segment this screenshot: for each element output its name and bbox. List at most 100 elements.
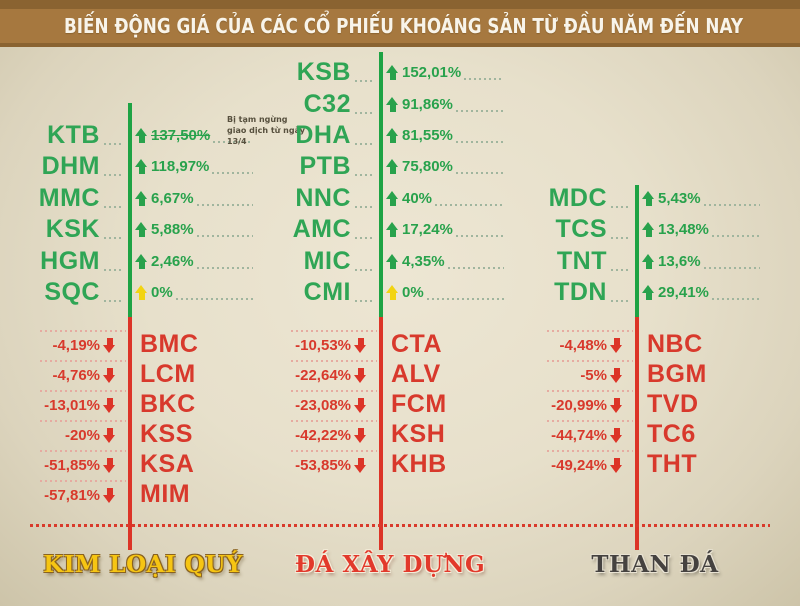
loser-value-row: -42,22% xyxy=(235,424,367,446)
change-value: 13,48% xyxy=(658,220,709,238)
gainer-row: KTB xyxy=(0,120,122,150)
column-axis-gainers xyxy=(635,185,639,317)
dotted-leader xyxy=(104,206,122,208)
ticker-label: THT xyxy=(647,450,698,478)
ticker-label: KSA xyxy=(140,450,195,478)
loser-row: KHB xyxy=(391,449,447,479)
dotted-leader xyxy=(104,143,122,145)
loser-row: KSH xyxy=(391,419,445,449)
down-arrow-icon xyxy=(354,427,367,443)
loser-value-row: -49,24% xyxy=(491,454,623,476)
change-value: 2,46% xyxy=(151,252,194,270)
dotted-leader xyxy=(455,110,504,112)
loser-value-row: -57,81% xyxy=(0,484,116,506)
gainer-row: HGM xyxy=(0,246,122,276)
change-value: 17,24% xyxy=(402,220,453,238)
dotted-leader xyxy=(291,360,377,362)
gainer-value-row: 0% xyxy=(386,279,504,305)
change-value: 40% xyxy=(402,189,433,207)
dotted-leader xyxy=(711,298,760,300)
ticker-label: TVD xyxy=(647,390,699,418)
down-arrow-icon xyxy=(354,337,367,353)
dotted-leader xyxy=(547,330,633,332)
change-value: -23,08% xyxy=(295,396,351,414)
ticker-label: KSH xyxy=(391,420,446,448)
gainer-row: KSB xyxy=(185,57,373,87)
dotted-leader xyxy=(40,330,126,332)
gainer-row: DHA xyxy=(185,120,373,150)
change-value: -44,74% xyxy=(551,426,607,444)
up-arrow-icon xyxy=(642,284,655,300)
ticker-label: AMC xyxy=(292,214,351,243)
gainer-row: KSK xyxy=(0,214,122,244)
dotted-leader xyxy=(711,235,760,237)
change-value: -22,64% xyxy=(295,366,351,384)
down-arrow-icon xyxy=(610,457,623,473)
change-value: -51,85% xyxy=(44,456,100,474)
dotted-leader xyxy=(355,80,373,82)
up-arrow-icon xyxy=(386,158,399,174)
change-value: -20,99% xyxy=(551,396,607,414)
dotted-leader xyxy=(40,390,126,392)
dotted-leader xyxy=(426,298,504,300)
change-value: 0% xyxy=(151,283,173,301)
ticker-label: DHA xyxy=(295,120,351,149)
dotted-leader xyxy=(611,206,629,208)
dotted-leader xyxy=(213,141,253,143)
gainer-row: SQC xyxy=(0,277,122,307)
up-arrow-icon xyxy=(135,221,148,237)
ticker-label: NBC xyxy=(647,330,703,358)
loser-row: TC6 xyxy=(647,419,696,449)
up-arrow-icon xyxy=(386,253,399,269)
dotted-leader xyxy=(547,420,633,422)
up-arrow-icon xyxy=(642,253,655,269)
dotted-leader xyxy=(355,237,373,239)
loser-value-row: -13,01% xyxy=(0,394,116,416)
change-value: -20% xyxy=(64,426,100,444)
gainer-row: MIC xyxy=(185,246,373,276)
dotted-leader xyxy=(196,267,253,269)
change-value: 81,55% xyxy=(402,126,453,144)
loser-value-row: -44,74% xyxy=(491,424,623,446)
up-arrow-icon xyxy=(135,158,148,174)
ticker-label: ALV xyxy=(391,360,441,388)
change-value: -42,22% xyxy=(295,426,351,444)
change-value: 13,6% xyxy=(658,252,701,270)
ticker-label: NNC xyxy=(295,183,351,212)
dotted-leader xyxy=(291,420,377,422)
dotted-leader xyxy=(355,143,373,145)
loser-row: BMC xyxy=(140,329,198,359)
column-axis-losers xyxy=(635,317,639,550)
column-axis-losers xyxy=(128,317,132,550)
dotted-leader xyxy=(547,360,633,362)
down-arrow-icon xyxy=(103,397,116,413)
down-arrow-icon xyxy=(354,367,367,383)
change-value: 91,86% xyxy=(402,95,453,113)
ticker-label: HGM xyxy=(40,246,100,275)
up-arrow-icon xyxy=(642,190,655,206)
dotted-leader xyxy=(455,172,504,174)
page-title: BIẾN ĐỘNG GIÁ CỦA CÁC CỔ PHIẾU KHOÁNG SẢ… xyxy=(64,14,744,38)
up-arrow-icon xyxy=(386,64,399,80)
gainer-value-row: 75,80% xyxy=(386,153,504,179)
ticker-label: KSB xyxy=(296,57,351,86)
down-arrow-icon xyxy=(103,427,116,443)
dotted-leader xyxy=(435,204,504,206)
dotted-leader xyxy=(196,235,253,237)
down-arrow-icon xyxy=(103,337,116,353)
dotted-leader xyxy=(104,300,122,302)
change-value: 137,50% xyxy=(151,126,211,144)
dotted-leader xyxy=(447,267,504,269)
loser-row: ALV xyxy=(391,359,441,389)
loser-row: BGM xyxy=(647,359,707,389)
ticker-label: KTB xyxy=(47,120,100,149)
column-axis-gainers xyxy=(379,52,383,317)
gainer-value-row: 137,50% xyxy=(135,122,253,148)
gainer-value-row: 2,46% xyxy=(135,248,253,274)
up-arrow-icon xyxy=(135,190,148,206)
change-value: -5% xyxy=(580,366,607,384)
baseline-dotted-divider xyxy=(30,524,770,527)
ticker-label: PTB xyxy=(299,151,351,180)
category-label: ĐÁ XÂY DỰNG xyxy=(294,551,486,578)
category-label: THAN ĐÁ xyxy=(591,551,719,578)
